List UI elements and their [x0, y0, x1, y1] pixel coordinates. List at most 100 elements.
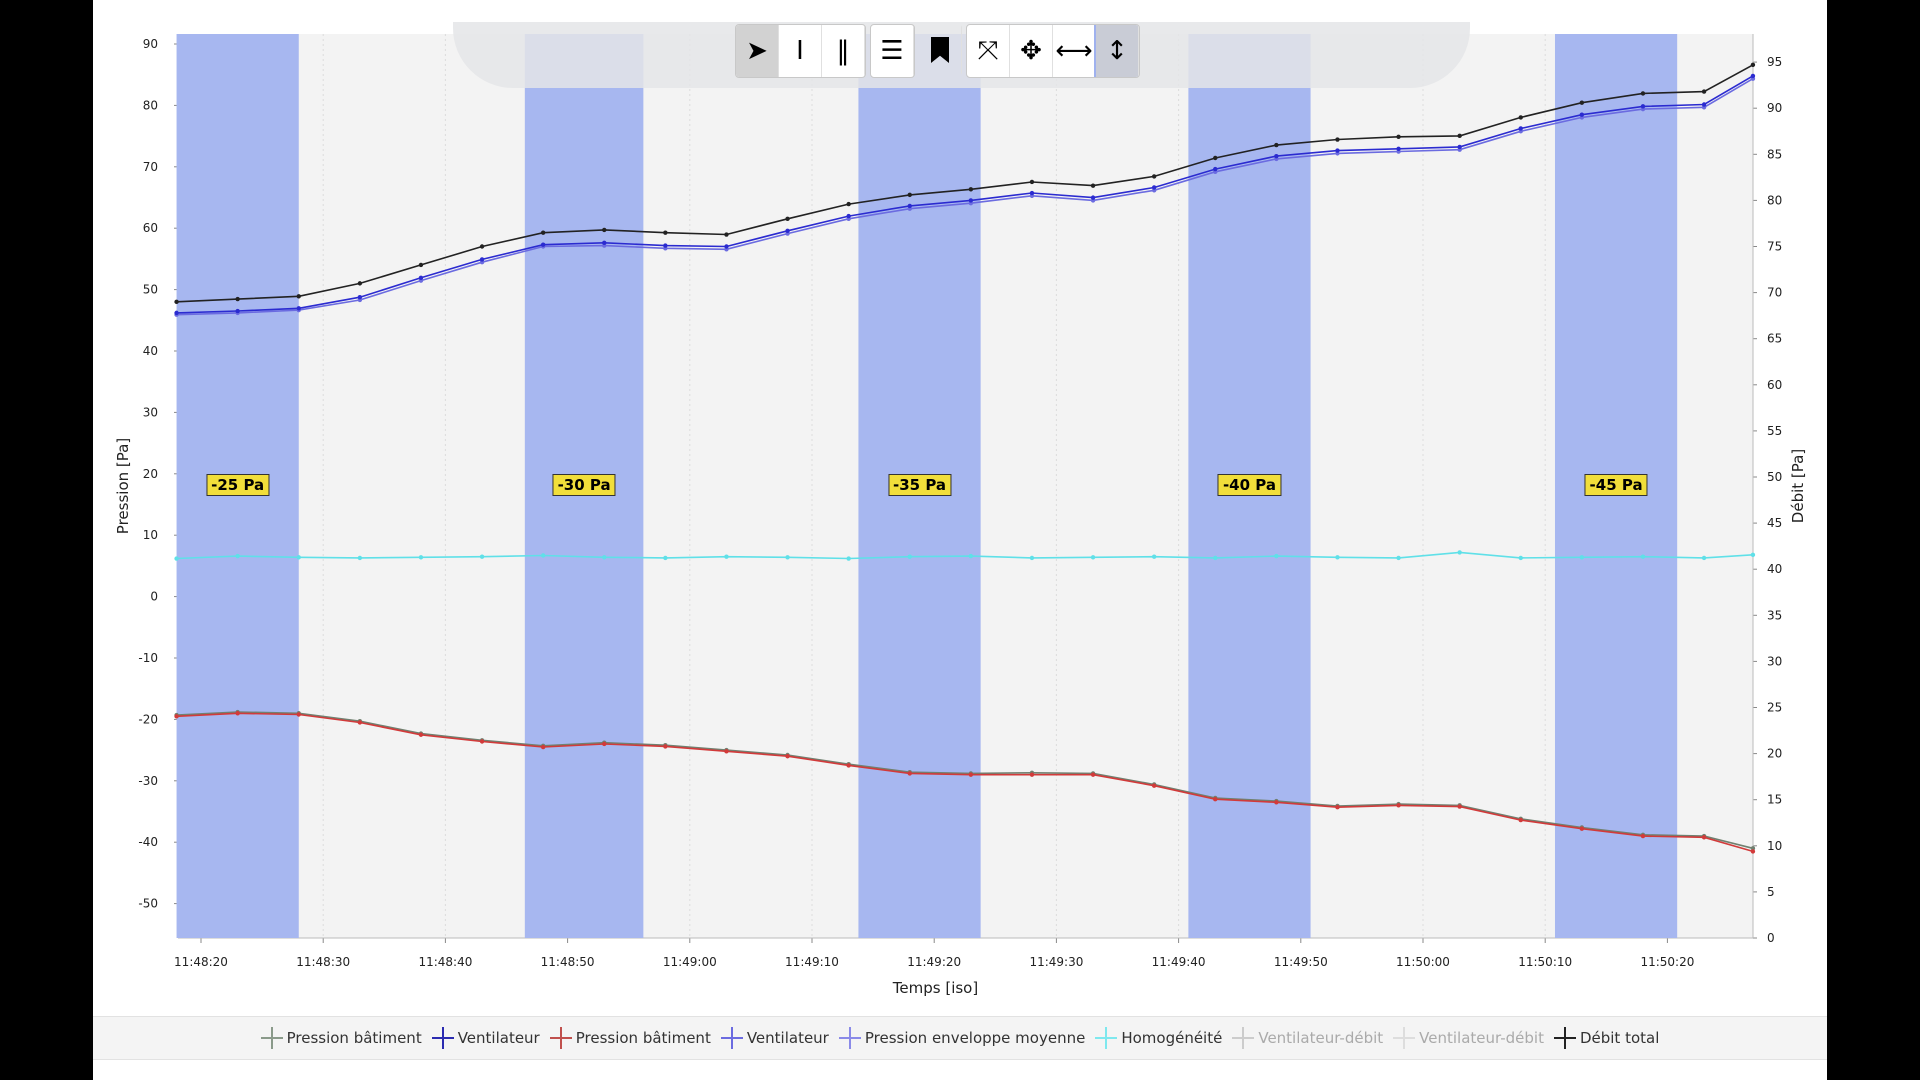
data-point: [1213, 797, 1218, 802]
chart-toolbar: ➤ I ‖ ☰ ⤧ ✥ ⟷ ↕: [735, 24, 1140, 78]
data-point: [1335, 148, 1340, 153]
data-point: [174, 310, 179, 316]
data-point: [907, 192, 912, 198]
data-point: [846, 213, 851, 219]
x-tick-label: 11:50:10: [1518, 955, 1572, 969]
bookmark-button[interactable]: [919, 24, 962, 76]
legend-marker-icon: [549, 1027, 572, 1049]
y-right-tick-label: 55: [1767, 424, 1782, 438]
horizontal-zoom-button[interactable]: ⟷: [1053, 25, 1096, 77]
pressure-step-label: -45 Pa: [1584, 474, 1648, 496]
data-point: [1274, 800, 1279, 805]
legend-item[interactable]: Homogénéité: [1095, 1027, 1222, 1049]
pointer-button[interactable]: ➤: [736, 25, 779, 77]
data-point: [296, 294, 301, 299]
y-left-tick-label: 70: [143, 160, 158, 174]
data-point: [968, 187, 974, 192]
legend-label: Ventilateur: [746, 1029, 829, 1047]
data-point: [296, 555, 301, 560]
y-left-tick-label: 90: [143, 37, 158, 51]
pressure-step-label: -35 Pa: [888, 474, 952, 496]
vertical-lines-button[interactable]: ‖: [822, 25, 865, 77]
data-point: [418, 275, 424, 281]
data-point: [479, 739, 485, 744]
legend-item[interactable]: Ventilateur: [720, 1027, 829, 1049]
data-point: [785, 555, 790, 560]
data-point: [1335, 137, 1340, 142]
legend-label: Pression bâtiment: [575, 1029, 711, 1047]
data-point: [357, 281, 363, 286]
toolbar-group: ⤧ ✥ ⟷ ↕: [966, 24, 1140, 78]
data-point: [907, 203, 912, 209]
data-point: [1151, 185, 1157, 190]
legend-item[interactable]: Pression bâtiment: [549, 1027, 711, 1049]
x-tick-label: 11:50:00: [1396, 955, 1450, 969]
y-right-tick-label: 50: [1767, 470, 1782, 484]
y-left-tick-label: -10: [138, 651, 158, 665]
legend-marker-icon: [1553, 1027, 1576, 1049]
data-point: [235, 711, 240, 716]
data-point: [1151, 554, 1157, 559]
data-point: [540, 242, 546, 247]
data-point: [1457, 804, 1462, 809]
x-tick-label: 11:50:20: [1640, 955, 1694, 969]
legend-label: Ventilateur-débit: [1258, 1029, 1384, 1047]
horizontal-zoom-icon: ⟷: [1055, 36, 1093, 66]
data-point: [846, 763, 851, 768]
y-right-tick-label: 10: [1767, 839, 1782, 853]
legend-marker-icon: [720, 1027, 743, 1049]
data-point: [1750, 849, 1756, 854]
y-right-tick-label: 80: [1767, 193, 1782, 207]
data-point: [602, 240, 607, 246]
legend-label: Pression enveloppe moyenne: [864, 1029, 1086, 1047]
data-point: [1396, 555, 1401, 561]
data-point: [1457, 144, 1462, 150]
data-point: [1640, 554, 1646, 559]
pressure-step-label: -40 Pa: [1217, 474, 1281, 496]
horizontal-lines-button[interactable]: ☰: [871, 25, 914, 77]
data-point: [1090, 555, 1096, 560]
y-right-tick-label: 35: [1767, 608, 1782, 622]
y-right-tick-label: 85: [1767, 147, 1782, 161]
data-point: [785, 754, 790, 759]
y-right-tick-label: 60: [1767, 378, 1782, 392]
legend-item[interactable]: Ventilateur-débit: [1232, 1027, 1383, 1049]
x-tick-label: 11:49:00: [663, 955, 717, 969]
y-left-tick-label: -50: [138, 897, 158, 911]
data-point: [1090, 195, 1096, 200]
legend-item[interactable]: Pression bâtiment: [260, 1027, 422, 1049]
y-right-tick-label: 30: [1767, 654, 1782, 668]
text-cursor-button[interactable]: I: [779, 25, 822, 77]
x-tick-label: 11:48:50: [541, 955, 595, 969]
legend-marker-icon: [1393, 1027, 1416, 1049]
data-point: [1640, 833, 1646, 839]
data-point: [968, 772, 974, 777]
data-point: [1396, 803, 1401, 808]
y-right-tick-label: 5: [1767, 885, 1775, 899]
data-point: [1090, 772, 1096, 777]
legend-label: Pression bâtiment: [286, 1029, 422, 1047]
zoom-fit-button[interactable]: ⤧: [967, 25, 1010, 77]
legend-item[interactable]: Ventilateur: [431, 1027, 540, 1049]
legend-item[interactable]: Ventilateur-débit: [1393, 1027, 1544, 1049]
y-left-tick-label: 30: [143, 405, 158, 419]
legend-item[interactable]: Pression enveloppe moyenne: [838, 1027, 1086, 1049]
pan-button[interactable]: ✥: [1010, 25, 1053, 77]
legend-label: Ventilateur: [457, 1029, 540, 1047]
data-point: [1396, 146, 1401, 151]
y-left-tick-label: 60: [143, 221, 158, 235]
data-point: [663, 243, 668, 248]
data-point: [1579, 555, 1585, 560]
data-point: [1579, 100, 1585, 105]
legend-item[interactable]: Débit total: [1553, 1027, 1659, 1049]
vertical-zoom-button[interactable]: ↕: [1094, 25, 1139, 77]
data-point: [1518, 126, 1523, 131]
data-point: [1029, 179, 1035, 185]
data-point: [418, 262, 424, 268]
data-point: [479, 257, 485, 262]
data-point: [724, 554, 729, 559]
legend-marker-icon: [431, 1027, 454, 1049]
data-point: [1750, 62, 1756, 68]
legend-marker-icon: [260, 1027, 283, 1049]
